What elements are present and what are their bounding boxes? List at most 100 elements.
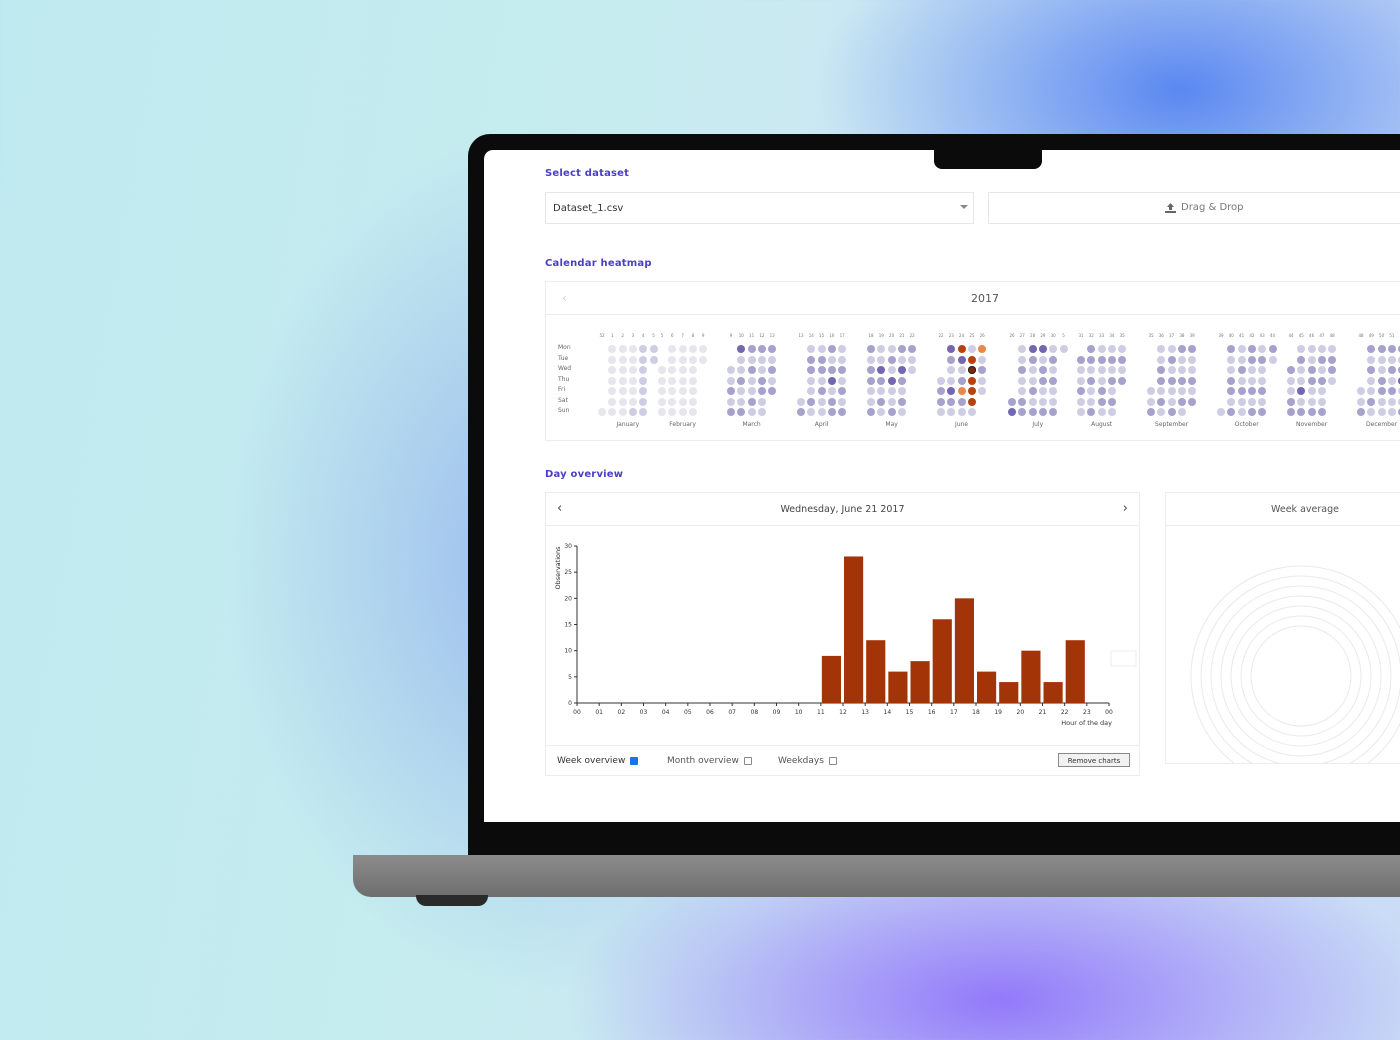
calendar-day-cell[interactable] bbox=[618, 345, 627, 353]
calendar-day-cell[interactable] bbox=[608, 387, 617, 395]
calendar-day-cell[interactable] bbox=[608, 366, 617, 374]
calendar-day-cell[interactable] bbox=[668, 387, 677, 395]
calendar-day-cell[interactable] bbox=[1307, 366, 1316, 374]
calendar-day-cell[interactable] bbox=[1237, 355, 1246, 364]
calendar-day-cell[interactable] bbox=[678, 408, 687, 416]
calendar-day-cell[interactable] bbox=[817, 408, 826, 416]
calendar-day-cell[interactable] bbox=[1177, 366, 1186, 374]
calendar-day-cell[interactable] bbox=[1398, 366, 1400, 374]
calendar-day-cell[interactable] bbox=[1188, 397, 1197, 406]
calendar-day-cell[interactable] bbox=[1018, 355, 1027, 364]
calendar-day-cell[interactable] bbox=[1097, 376, 1106, 385]
calendar-day-cell[interactable] bbox=[1328, 376, 1337, 385]
calendar-day-cell[interactable] bbox=[1297, 376, 1306, 385]
calendar-day-cell[interactable] bbox=[747, 366, 756, 374]
calendar-day-cell[interactable] bbox=[1018, 366, 1027, 374]
calendar-day-cell[interactable] bbox=[1188, 387, 1197, 395]
calendar-day-cell[interactable] bbox=[867, 355, 875, 364]
calendar-day-cell[interactable] bbox=[1227, 387, 1236, 395]
calendar-day-cell[interactable] bbox=[1227, 355, 1236, 364]
calendar-day-cell[interactable] bbox=[737, 408, 746, 416]
calendar-day-cell[interactable] bbox=[747, 376, 756, 385]
calendar-day-cell[interactable] bbox=[1357, 387, 1365, 395]
calendar-day-cell[interactable] bbox=[1377, 397, 1386, 406]
calendar-day-cell[interactable] bbox=[1087, 376, 1096, 385]
calendar-day-cell[interactable] bbox=[1028, 408, 1037, 416]
calendar-day-cell[interactable] bbox=[628, 376, 637, 385]
calendar-day-cell[interactable] bbox=[838, 355, 847, 364]
weekdays-toggle[interactable]: Weekdays bbox=[778, 756, 837, 766]
calendar-day-cell[interactable] bbox=[1147, 408, 1155, 416]
calendar-day-cell[interactable] bbox=[1167, 408, 1176, 416]
hour-bar[interactable] bbox=[954, 598, 974, 703]
calendar-day-cell[interactable] bbox=[618, 387, 627, 395]
calendar-day-cell[interactable] bbox=[1028, 355, 1037, 364]
calendar-day-cell[interactable] bbox=[668, 397, 677, 406]
calendar-day-cell[interactable] bbox=[957, 345, 966, 353]
calendar-day-cell[interactable] bbox=[1038, 408, 1047, 416]
calendar-day-cell[interactable] bbox=[1247, 376, 1256, 385]
calendar-day-cell[interactable] bbox=[688, 355, 697, 364]
calendar-day-cell[interactable] bbox=[957, 408, 966, 416]
calendar-day-cell[interactable] bbox=[1188, 376, 1197, 385]
calendar-day-cell[interactable] bbox=[1367, 355, 1376, 364]
calendar-day-cell[interactable] bbox=[1107, 408, 1116, 416]
calendar-day-cell[interactable] bbox=[967, 355, 976, 364]
calendar-day-cell[interactable] bbox=[1077, 387, 1085, 395]
calendar-day-cell[interactable] bbox=[937, 408, 945, 416]
month-overview-toggle[interactable]: Month overview bbox=[667, 756, 752, 766]
calendar-day-cell[interactable] bbox=[757, 366, 766, 374]
calendar-day-cell[interactable] bbox=[1177, 408, 1186, 416]
calendar-day-cell[interactable] bbox=[967, 345, 976, 353]
calendar-day-cell[interactable] bbox=[817, 366, 826, 374]
calendar-day-cell[interactable] bbox=[877, 376, 886, 385]
calendar-day-cell[interactable] bbox=[838, 408, 847, 416]
calendar-day-cell[interactable] bbox=[1297, 366, 1306, 374]
calendar-day-cell[interactable] bbox=[639, 366, 648, 374]
calendar-day-cell[interactable] bbox=[608, 397, 617, 406]
calendar-day-cell[interactable] bbox=[618, 366, 627, 374]
calendar-day-cell[interactable] bbox=[947, 408, 956, 416]
calendar-day-cell[interactable] bbox=[757, 345, 766, 353]
calendar-day-cell[interactable] bbox=[747, 397, 756, 406]
hour-bar[interactable] bbox=[910, 661, 930, 703]
calendar-day-cell[interactable] bbox=[897, 387, 906, 395]
calendar-day-cell[interactable] bbox=[1367, 366, 1376, 374]
calendar-day-cell[interactable] bbox=[1217, 408, 1225, 416]
calendar-day-cell[interactable] bbox=[608, 376, 617, 385]
calendar-day-cell[interactable] bbox=[678, 397, 687, 406]
calendar-day-cell[interactable] bbox=[639, 408, 648, 416]
calendar-day-cell[interactable] bbox=[1038, 366, 1047, 374]
calendar-day-cell[interactable] bbox=[827, 355, 836, 364]
calendar-day-cell[interactable] bbox=[957, 387, 966, 395]
hour-bar[interactable] bbox=[977, 671, 997, 703]
calendar-day-cell[interactable] bbox=[1118, 376, 1127, 385]
calendar-day-cell[interactable] bbox=[1038, 345, 1047, 353]
calendar-day-cell[interactable] bbox=[1398, 355, 1400, 364]
calendar-day-cell[interactable] bbox=[887, 366, 896, 374]
calendar-day-cell[interactable] bbox=[967, 376, 976, 385]
calendar-day-cell[interactable] bbox=[1237, 397, 1246, 406]
calendar-day-cell[interactable] bbox=[1028, 397, 1037, 406]
calendar-day-cell[interactable] bbox=[1157, 387, 1166, 395]
hour-bar[interactable] bbox=[999, 682, 1019, 703]
calendar-day-cell[interactable] bbox=[1118, 355, 1127, 364]
calendar-day-cell[interactable] bbox=[757, 355, 766, 364]
calendar-day-cell[interactable] bbox=[1087, 366, 1096, 374]
calendar-day-cell[interactable] bbox=[757, 387, 766, 395]
calendar-day-cell[interactable] bbox=[608, 408, 617, 416]
calendar-day-cell[interactable] bbox=[1018, 397, 1027, 406]
calendar-day-cell[interactable] bbox=[1247, 397, 1256, 406]
calendar-day-cell[interactable] bbox=[1237, 345, 1246, 353]
calendar-day-cell[interactable] bbox=[947, 366, 956, 374]
calendar-day-cell[interactable] bbox=[1317, 397, 1326, 406]
calendar-day-cell[interactable] bbox=[1087, 397, 1096, 406]
calendar-day-cell[interactable] bbox=[1317, 355, 1326, 364]
calendar-day-cell[interactable] bbox=[1008, 408, 1016, 416]
calendar-day-cell[interactable] bbox=[807, 366, 816, 374]
calendar-day-cell[interactable] bbox=[1297, 397, 1306, 406]
calendar-day-cell[interactable] bbox=[1227, 408, 1236, 416]
calendar-day-cell[interactable] bbox=[628, 366, 637, 374]
calendar-day-cell[interactable] bbox=[887, 355, 896, 364]
calendar-day-cell[interactable] bbox=[877, 355, 886, 364]
